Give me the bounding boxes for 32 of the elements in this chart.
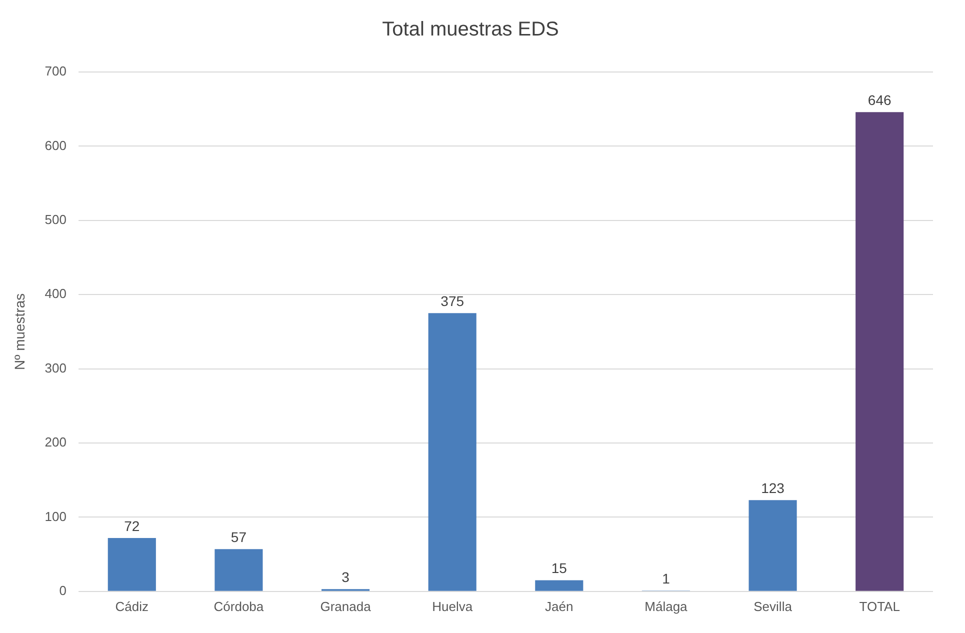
y-tick-label: 400 — [44, 286, 66, 302]
x-tick-label: Huelva — [432, 598, 474, 614]
x-tick-label: Sevilla — [754, 598, 793, 614]
bar — [214, 549, 263, 591]
data-label: 646 — [868, 92, 892, 108]
y-tick-label: 100 — [44, 508, 66, 524]
y-tick-label: 500 — [44, 212, 66, 227]
y-tick-label: 200 — [44, 434, 66, 450]
data-label: 1 — [662, 570, 670, 587]
x-tick-label: Málaga — [644, 598, 688, 614]
y-tick-label: 0 — [59, 582, 66, 598]
bar — [428, 313, 476, 591]
data-label: 123 — [761, 480, 785, 496]
y-axis-title: Nº muestras — [11, 293, 28, 370]
x-tick-label: Córdoba — [214, 598, 264, 614]
bar — [535, 580, 584, 591]
bar — [856, 112, 904, 591]
x-tick-label: Granada — [320, 598, 372, 614]
data-label: 15 — [551, 560, 568, 576]
chart-title: Total muestras EDS — [382, 18, 559, 41]
x-tick-label: TOTAL — [859, 598, 900, 614]
bar — [748, 500, 797, 591]
data-label: 57 — [230, 528, 247, 545]
bar — [108, 538, 156, 591]
x-tick-label: Cádiz — [115, 598, 149, 614]
y-tick-label: 600 — [44, 138, 66, 153]
y-tick-label: 700 — [44, 64, 66, 79]
data-label: 375 — [440, 293, 464, 310]
y-tick-label: 300 — [44, 360, 66, 376]
data-label: 3 — [342, 569, 350, 586]
x-tick-label: Jaén — [545, 598, 574, 614]
data-label: 72 — [124, 518, 140, 534]
